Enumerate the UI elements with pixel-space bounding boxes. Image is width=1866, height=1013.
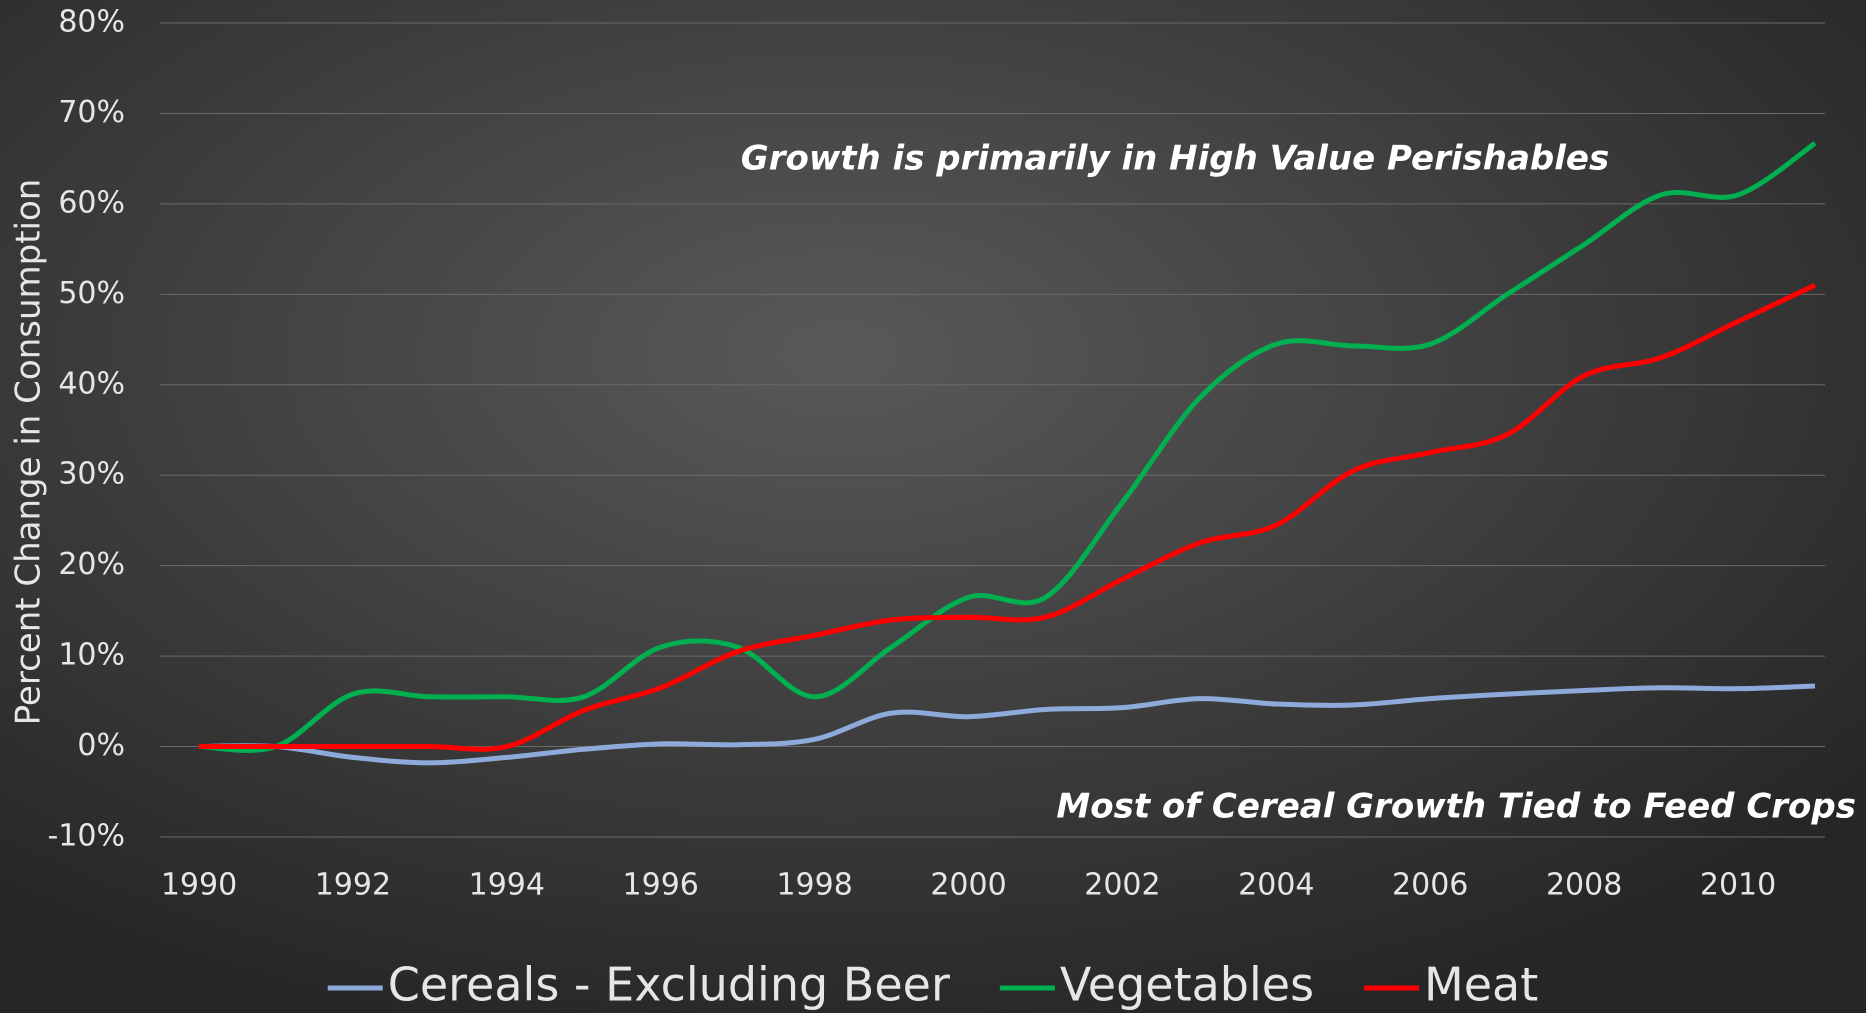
y-tick-label: 30%: [58, 457, 125, 492]
y-tick-label: 40%: [58, 366, 125, 401]
y-tick-label: 60%: [58, 185, 125, 220]
legend-label: Vegetables: [1060, 958, 1314, 1012]
x-tick-label: 1998: [776, 868, 852, 903]
x-tick-label: 1994: [469, 868, 545, 903]
line: [198, 683, 1816, 766]
legend-label: Meat: [1424, 958, 1538, 1012]
x-tick-label: 1996: [623, 868, 699, 903]
x-tick-label: 1990: [161, 868, 237, 903]
y-tick-label: 20%: [58, 547, 125, 582]
x-tick-label: 2008: [1546, 868, 1622, 903]
annotation: Growth is primarily in High Value Perish…: [741, 139, 1609, 179]
y-axis-title: Percent Change in Consumption: [9, 179, 49, 726]
line: [198, 141, 1817, 753]
x-tick-label: 2000: [930, 868, 1006, 903]
x-tick-label: 2010: [1700, 868, 1776, 903]
y-tick-label: 10%: [58, 638, 125, 673]
legend-label: Cereals - Excluding Beer: [388, 958, 950, 1012]
y-tick-label: 0%: [77, 728, 125, 763]
y-tick-label: -10%: [47, 819, 125, 854]
y-tick-label: 50%: [58, 276, 125, 311]
x-tick-label: 2004: [1238, 868, 1314, 903]
x-tick-label: 2006: [1392, 868, 1468, 903]
y-tick-label: 80%: [58, 5, 125, 40]
x-tick-label: 1992: [315, 868, 391, 903]
annotation: Most of Cereal Growth Tied to Feed Crops: [1056, 787, 1856, 827]
x-tick-label: 2002: [1084, 868, 1160, 903]
line: [199, 283, 1817, 752]
y-tick-label: 70%: [58, 95, 125, 130]
